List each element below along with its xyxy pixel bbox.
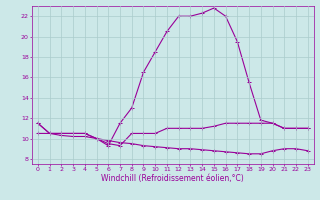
X-axis label: Windchill (Refroidissement éolien,°C): Windchill (Refroidissement éolien,°C) — [101, 174, 244, 183]
